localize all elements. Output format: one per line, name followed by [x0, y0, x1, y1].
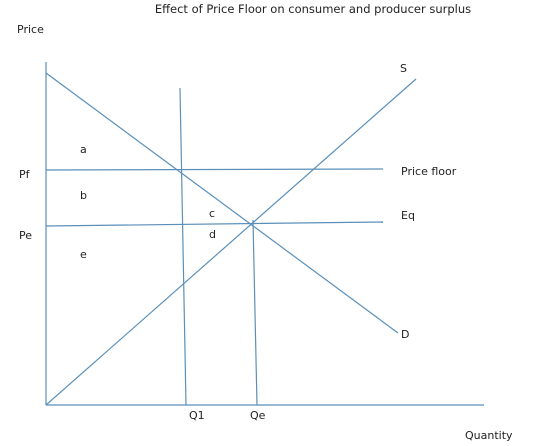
- area-e-label: e: [80, 248, 87, 261]
- price-floor-line: [45, 168, 384, 171]
- axes: [45, 62, 484, 406]
- pe-label: Pe: [19, 229, 32, 242]
- curves: [45, 72, 417, 406]
- qe-vertical-line: [252, 219, 258, 406]
- x-axis-label: Quantity: [465, 429, 513, 442]
- area-d-label: d: [209, 228, 216, 241]
- equilibrium-label: Eq: [401, 209, 415, 222]
- pf-label: Pf: [19, 168, 31, 181]
- qe-label: Qe: [250, 409, 266, 422]
- q1-label: Q1: [189, 409, 205, 422]
- demand-label: D: [401, 328, 409, 341]
- demand-curve: [45, 72, 399, 334]
- diagram-title: Effect of Price Floor on consumer and pr…: [155, 2, 471, 16]
- price-floor-label: Price floor: [401, 165, 457, 178]
- area-c-label: c: [209, 207, 215, 220]
- y-axis-label: Price: [17, 23, 44, 36]
- supply-label: S: [400, 62, 407, 75]
- q1-vertical-line: [179, 87, 187, 406]
- area-b-label: b: [80, 189, 87, 202]
- area-a-label: a: [80, 143, 87, 156]
- supply-curve: [45, 78, 417, 406]
- equilibrium-price-line: [45, 221, 384, 227]
